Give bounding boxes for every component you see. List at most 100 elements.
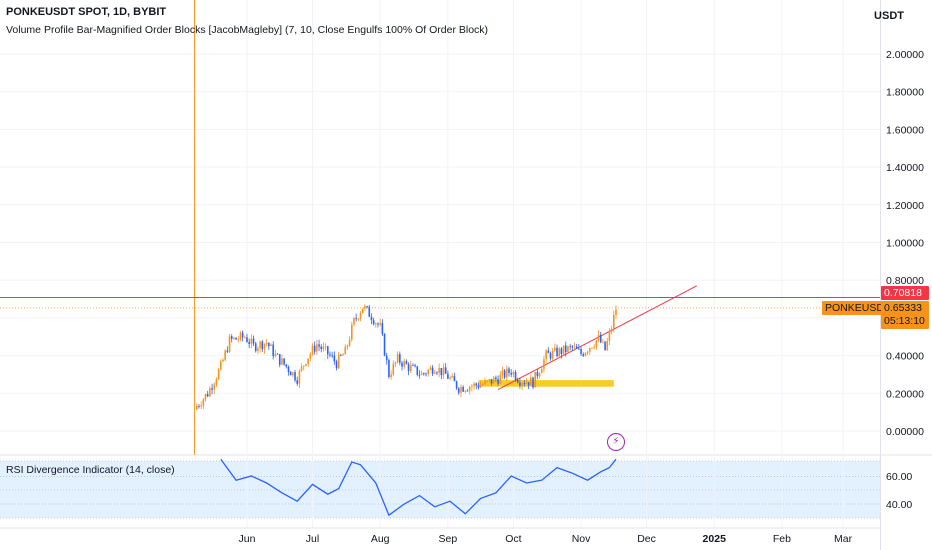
candle-body [567,346,569,353]
candle-body [610,328,613,332]
candle-body [198,405,200,407]
x-tick-label: Aug [371,533,390,545]
candle-body [479,384,482,388]
candle-body [540,369,543,374]
trendline [497,285,697,390]
candle-body [440,367,443,376]
x-tick-label: Nov [572,533,591,545]
candle-body [545,350,547,360]
candle-body [298,370,301,384]
candle-body [217,369,220,380]
candle-body [606,340,609,351]
candle-body [604,341,606,351]
candle-body [399,354,401,363]
candle-body [516,380,519,383]
candle-body [571,346,574,348]
candle-body [283,358,285,365]
y-tick-label: 2.00000 [886,49,924,61]
candle-body [597,334,600,341]
candle-body [316,344,318,352]
candle-body [466,390,469,392]
candle-body [276,353,279,355]
candle-body [209,388,211,397]
candle-body [311,345,314,355]
candle-body [460,386,462,393]
candle-body [313,345,316,352]
candle-body [506,368,508,378]
candle-body [263,343,266,350]
candle-body [375,323,377,325]
indicator-title: Volume Profile Bar-Magnified Order Block… [6,24,489,36]
alert-lightning-icon[interactable]: ⚡ [607,433,625,451]
candle-body [248,342,250,345]
candle-body [401,362,403,367]
candle-body [292,372,294,376]
candle-body [523,383,526,385]
candle-body [390,374,392,377]
candle-body [512,372,515,375]
candle-body [335,361,338,369]
candle-body [241,332,244,338]
candle-body [300,366,303,371]
candle-body [521,383,523,386]
candle-body [296,380,299,384]
candle-body [392,363,395,375]
candle-body [514,372,517,381]
candle-body [309,354,312,359]
candle-body [554,347,556,351]
candle-body [357,318,360,320]
candle-body [484,380,486,385]
candle-body [353,317,355,325]
rsi-title: RSI Divergence Indicator (14, close) [6,464,175,476]
rsi-y-tick: 40.00 [886,499,912,511]
x-tick-label: 2025 [703,533,727,545]
candle-body [302,365,305,367]
candle-body [584,352,587,356]
candle-body [556,347,558,357]
candle-body [215,379,218,385]
candle-body [377,323,379,325]
candle-body [228,336,231,352]
candle-body [495,377,497,380]
candle-body [305,364,307,366]
candle-body [361,308,364,314]
candle-body [254,343,257,351]
candle-body [599,334,602,343]
currency-label[interactable]: USDT [874,10,904,22]
x-tick-label: Dec [637,533,656,545]
candle-body [451,375,454,378]
candle-body [355,317,357,319]
y-tick-label: 0.20000 [886,388,924,400]
candle-body [543,359,545,370]
candle-body [222,359,224,362]
candle-body [318,344,320,347]
candle-body [372,320,375,325]
candle-body [475,383,478,386]
x-tick-label: Feb [773,533,791,545]
candle-body [204,394,207,400]
candle-body [431,367,434,374]
candle-body [381,322,384,335]
candle-body [595,340,598,347]
symbol-tag: PONKEUSDT [822,301,894,315]
candle-body [348,339,351,346]
candle-body [322,346,325,350]
candle-body [405,361,408,365]
candle-body [564,345,567,353]
candle-body [259,341,261,349]
candle-body [588,347,591,352]
candle-body [457,388,460,393]
candle-body [488,379,491,381]
candle-body [580,349,582,355]
candle-body [200,405,202,407]
candle-body [344,346,347,355]
candle-body [490,379,493,384]
candle-body [462,386,464,392]
candle-body [329,354,331,356]
candle-body [342,354,344,356]
candle-body [324,346,327,348]
candle-body [536,371,539,377]
candle-body [383,334,386,356]
candle-body [388,360,390,377]
